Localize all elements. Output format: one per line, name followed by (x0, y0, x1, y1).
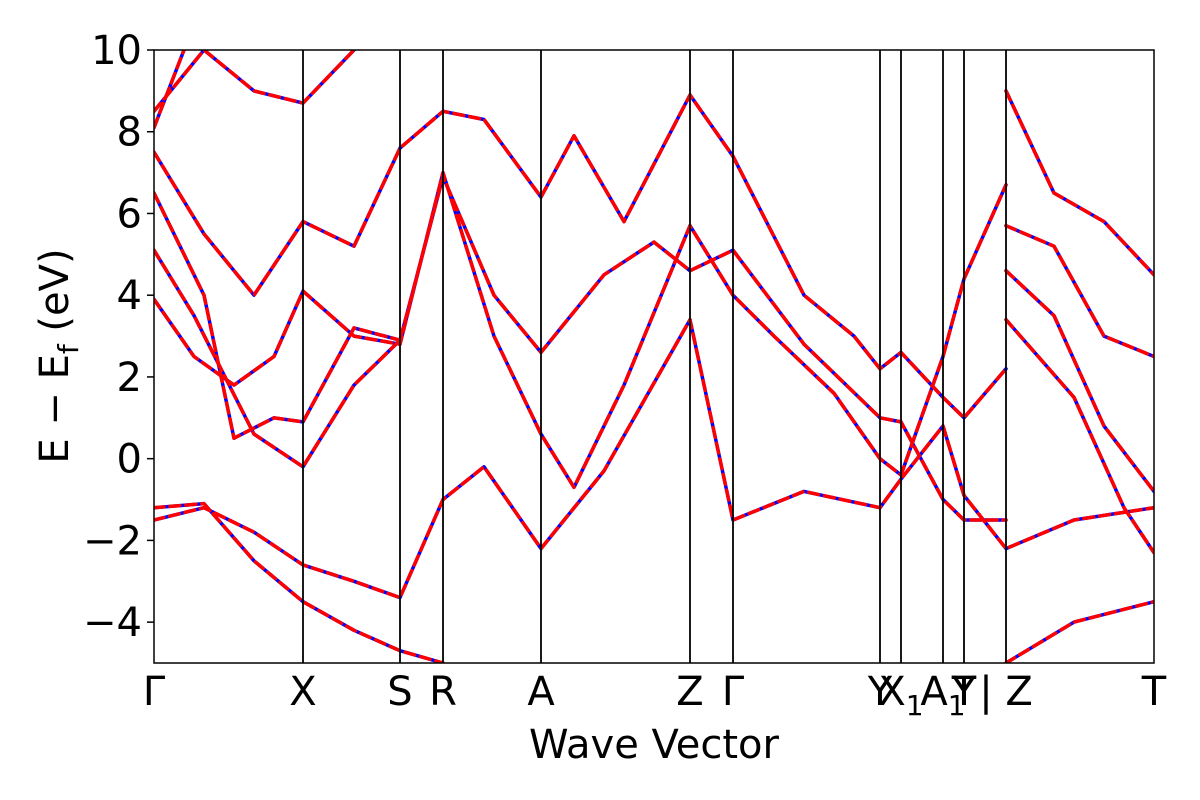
x-tick-label-6: Γ (722, 669, 745, 715)
x-tick-label-2: S (387, 669, 412, 715)
band-line-red-dashed-11 (1004, 317, 1154, 555)
band-line-blue-5 (154, 93, 1008, 420)
band-line-blue-3 (154, 174, 1008, 522)
x-tick-label-0: Γ (143, 669, 166, 715)
x-tick-label-1: X (289, 669, 316, 715)
y-tick-label-3: 2 (117, 355, 142, 401)
y-tick-label-1: −2 (83, 518, 142, 564)
x-tick-label-12: | Z (979, 669, 1033, 715)
x-tick-label-7: Y (867, 669, 893, 715)
band-line-blue-8 (1004, 89, 1154, 277)
x-axis-title: Wave Vector (529, 722, 780, 768)
kpoint-divider-lines (302, 50, 1007, 663)
x-tick-label-3: R (429, 669, 457, 715)
band-line-red-dashed-9 (1004, 223, 1154, 359)
x-tick-label-13: T (1141, 669, 1167, 715)
band-line-red-dashed-10 (1004, 268, 1154, 494)
x-tick-label-4: A (527, 669, 555, 715)
band-line-red-dashed-2 (154, 170, 1008, 490)
y-tick-label-4: 4 (117, 273, 142, 319)
y-tick-label-6: 8 (117, 110, 142, 156)
plot-frame (153, 49, 1155, 664)
y-axis-title-unit: (eV) (32, 248, 78, 344)
x-tick-label-9: A1 (920, 669, 965, 722)
band-line-blue-2 (154, 170, 1008, 490)
band-lines (154, 50, 1154, 663)
band-line-blue-10 (1004, 268, 1154, 494)
y-axis-ticks: −4 −2 0 2 4 6 8 10 (83, 28, 154, 646)
x-tick-label-11: Y (951, 669, 977, 715)
y-axis-title-main: E − E (32, 354, 78, 464)
x-tick-label-5: Z (676, 669, 703, 715)
band-line-red-dashed-12 (1004, 599, 1154, 663)
y-tick-label-7: 10 (91, 28, 142, 74)
y-tick-label-0: −4 (83, 600, 142, 646)
band-line-red-dashed-6 (154, 50, 186, 130)
band-line-red-dashed-0 (154, 317, 1154, 600)
band-line-red-dashed-3 (154, 174, 1008, 522)
y-tick-label-5: 6 (117, 191, 142, 237)
band-line-red-dashed-5 (154, 93, 1008, 420)
y-axis-title: E − Ef (eV) (32, 248, 85, 463)
y-tick-label-2: 0 (117, 437, 142, 483)
band-line-red-dashed-8 (1004, 89, 1154, 277)
band-line-blue-12 (1004, 599, 1154, 663)
band-line-blue-0 (154, 317, 1154, 600)
band-line-red-dashed-4 (154, 191, 402, 440)
x-tick-label-8: X1 (878, 669, 923, 722)
y-axis-title-subscript: f (52, 343, 85, 354)
x-tick-label-10: T (951, 669, 977, 715)
band-line-red-dashed-7 (154, 50, 356, 114)
